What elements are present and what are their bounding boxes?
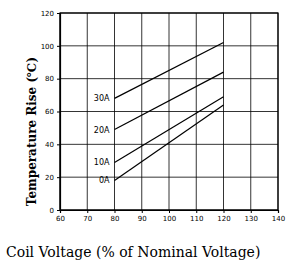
tick: 140	[272, 210, 285, 223]
tick-mark	[57, 79, 60, 80]
tick: 70	[83, 210, 92, 223]
tick-label: 60	[56, 215, 65, 223]
tick: 80	[111, 210, 120, 223]
tick: 40	[45, 141, 60, 149]
grid-line	[60, 78, 278, 79]
tick-mark	[169, 210, 170, 213]
tick: 120	[217, 210, 230, 223]
lines	[115, 43, 224, 181]
tick-label: 120	[217, 215, 230, 223]
tick-label: 70	[83, 215, 92, 223]
series-line	[115, 105, 224, 181]
tick: 80	[45, 75, 60, 83]
tick-label: 20	[45, 174, 54, 182]
tick-label: 80	[111, 215, 120, 223]
tick-mark	[87, 210, 88, 213]
tick: 90	[138, 210, 147, 223]
series-line	[115, 43, 224, 99]
plot: 60 70 80 90 100 110 120 130 140 0 20 40 60 80 100 120 30…	[41, 10, 286, 223]
x-axis-title: Coil Voltage (% of Nominal Voltage)	[6, 244, 260, 260]
grid-line	[60, 177, 278, 178]
tick-mark	[196, 210, 197, 213]
series-label: 10A	[94, 158, 110, 167]
tick-mark	[57, 112, 60, 113]
tick-label: 140	[272, 215, 285, 223]
tick-mark	[142, 210, 143, 213]
tick-label: 40	[45, 141, 54, 149]
tick: 100	[41, 43, 60, 51]
tick-label: 110	[190, 215, 203, 223]
axis-line	[61, 211, 279, 214]
series-label: 20A	[94, 126, 110, 135]
x-axis: 60 70 80 90 100 110 120 130 140	[56, 210, 285, 223]
series-line	[115, 72, 224, 129]
tick: 120	[41, 10, 60, 18]
tick-label: 120	[41, 10, 54, 18]
y-axis: 0 20 40 60 80 100 120	[41, 10, 61, 215]
y-axis-title: Temperature Rise (℃)	[25, 57, 39, 206]
grid-line	[60, 111, 278, 112]
tick-label: 0	[50, 207, 54, 215]
grid-line	[60, 45, 278, 46]
chart: 60 70 80 90 100 110 120 130 140 0 20 40 60 80 100 120 30…	[0, 0, 292, 269]
tick: 60	[45, 108, 60, 116]
tick-label: 80	[45, 75, 54, 83]
frame	[60, 13, 278, 210]
series-line	[115, 97, 224, 163]
tick-label: 60	[45, 108, 54, 116]
tick-mark	[57, 13, 60, 14]
tick-mark	[224, 210, 225, 213]
tick: 60	[56, 210, 65, 223]
tick-mark	[115, 210, 116, 213]
tick-label: 100	[163, 215, 176, 223]
tick-mark	[57, 210, 60, 211]
tick-label: 90	[138, 215, 147, 223]
tick: 130	[245, 210, 258, 223]
tick-mark	[57, 177, 60, 178]
tick: 0	[50, 207, 60, 215]
tick: 110	[190, 210, 203, 223]
series-label: 0A	[99, 176, 110, 185]
grid-line	[60, 144, 278, 145]
series-label: 30A	[94, 94, 110, 103]
tick-mark	[57, 46, 60, 47]
tick-mark	[278, 210, 279, 213]
tick-label: 100	[41, 43, 54, 51]
tick: 100	[163, 210, 176, 223]
axis-line	[57, 14, 61, 211]
tick-label: 130	[245, 215, 258, 223]
tick: 20	[45, 174, 60, 182]
tick-mark	[251, 210, 252, 213]
tick-mark	[57, 144, 60, 145]
grid	[60, 13, 278, 210]
